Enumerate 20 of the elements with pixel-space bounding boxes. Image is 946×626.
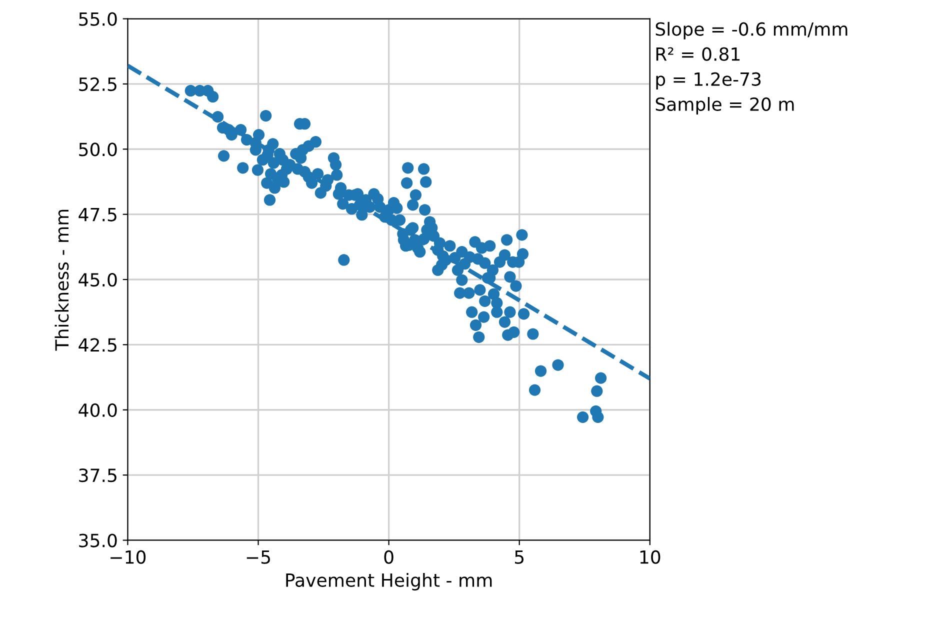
text: p = 1.2e-73: [656, 72, 761, 90]
y-tick-label: 55.0: [79, 12, 117, 26]
text: R² = 0.81: [656, 47, 740, 61]
x-tick-label: −10: [110, 550, 146, 564]
y-tick-label: 35.0: [79, 534, 117, 548]
x-tick-label: 5: [515, 550, 524, 564]
x-axis-title: Pavement Height - mm: [286, 572, 492, 590]
x-tick-label: 10: [640, 550, 660, 564]
y-tick-label: 47.5: [78, 208, 116, 222]
text: Sample = 20 m: [656, 97, 794, 115]
y-tick-label: 42.5: [78, 338, 116, 352]
y-axis-title: Thickness - mm: [54, 210, 69, 351]
y-tick-label: 52.5: [79, 77, 116, 92]
x-tick-label: −5: [246, 550, 270, 564]
x-tick-label: 0: [384, 550, 394, 564]
y-tick-label: 50.0: [79, 142, 117, 156]
y-tick-label: 40.0: [78, 403, 117, 417]
y-tick-label: 37.5: [79, 468, 116, 482]
y-tick-label: 45.0: [78, 272, 117, 287]
text: Slope = -0.6 mm/mm: [656, 22, 848, 40]
